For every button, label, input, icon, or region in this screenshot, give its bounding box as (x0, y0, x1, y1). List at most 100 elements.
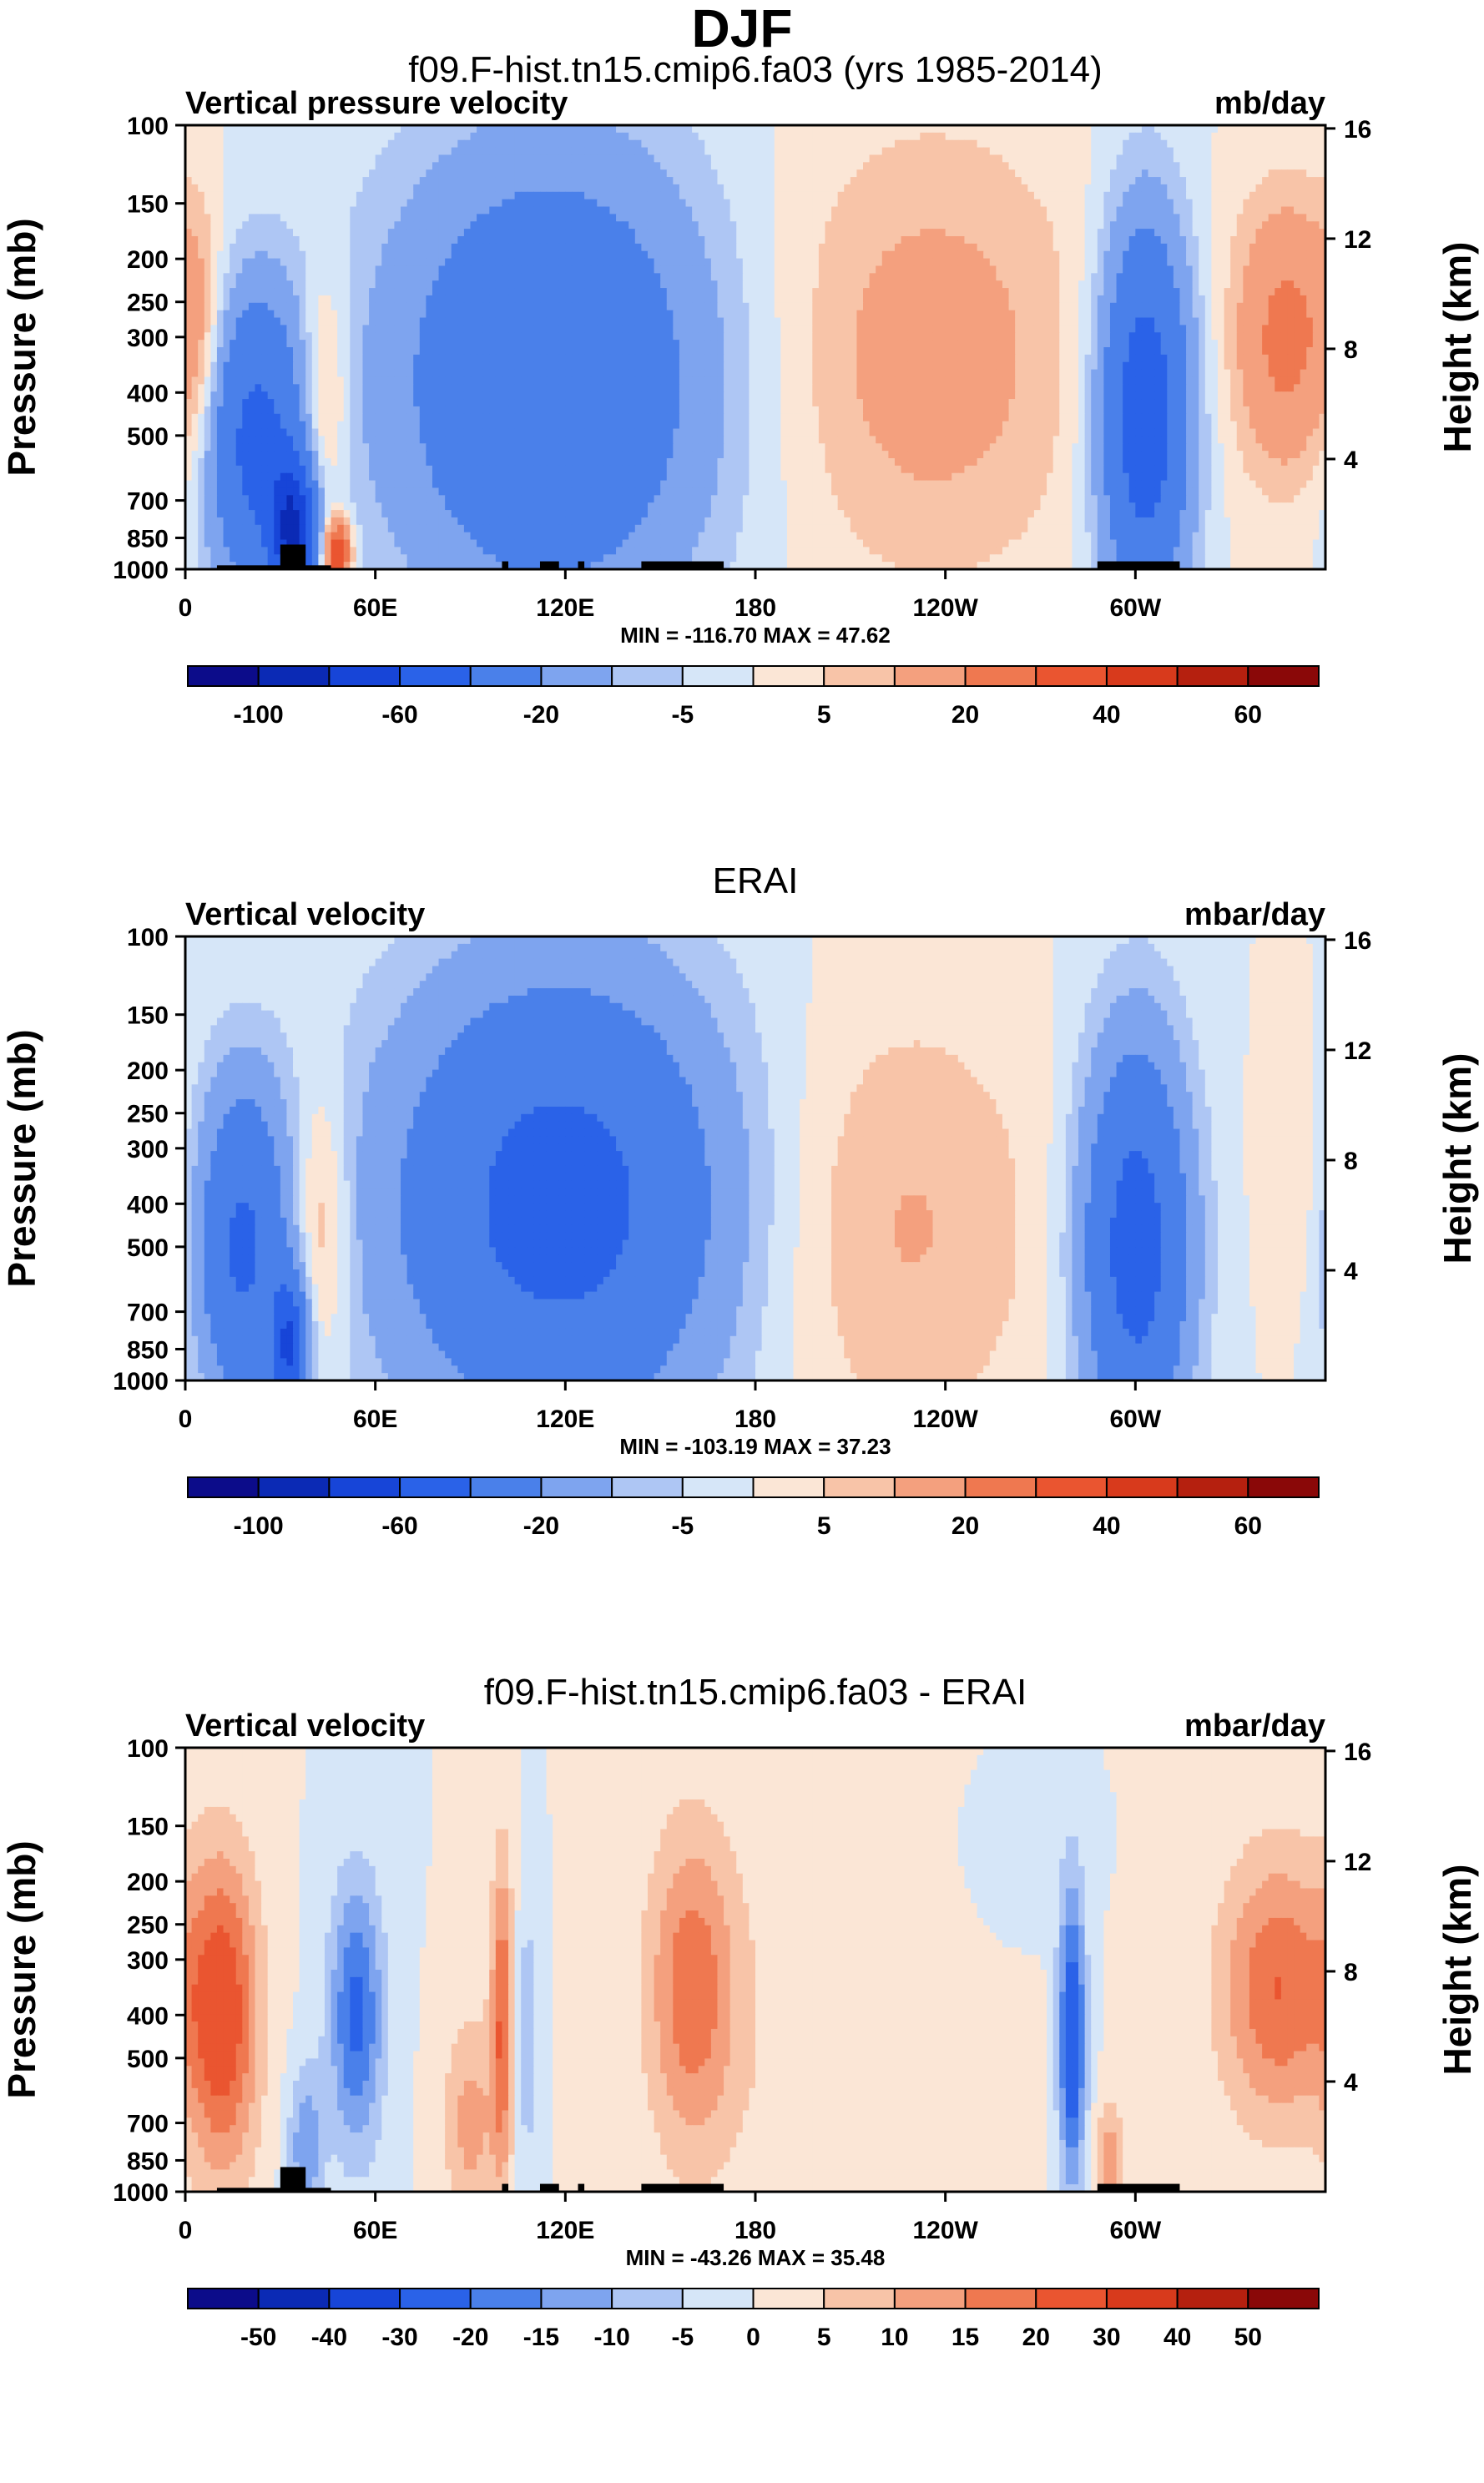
field-cell (1280, 221, 1289, 230)
field-cell (230, 325, 237, 333)
field-cell (375, 250, 382, 260)
field-cell (331, 229, 338, 237)
field-cell (825, 317, 832, 326)
field-cell (800, 310, 807, 319)
field-cell (413, 295, 421, 304)
field-cell (774, 177, 781, 185)
field-cell (470, 221, 477, 230)
field-cell (660, 125, 668, 134)
field-cell (628, 265, 636, 274)
field-cell (932, 169, 940, 178)
field-cell (1002, 310, 1010, 319)
field-cell (191, 221, 199, 230)
field-cell (1116, 199, 1123, 208)
field-cell (1243, 191, 1250, 200)
field-cell (1268, 154, 1275, 163)
field-cell (1084, 206, 1092, 214)
field-cell (1319, 295, 1326, 304)
field-cell (1148, 214, 1155, 222)
field-cell (1268, 147, 1275, 156)
field-cell (299, 288, 306, 296)
field-cell (445, 243, 452, 252)
field-cell (495, 162, 503, 170)
field-cell (780, 191, 788, 200)
field-cell (1103, 273, 1111, 281)
field-cell (901, 147, 908, 156)
field-cell (210, 221, 218, 230)
field-cell (945, 125, 952, 134)
field-cell (261, 229, 269, 237)
field-cell (571, 162, 579, 170)
field-cell (951, 250, 959, 260)
field-cell (749, 191, 756, 200)
field-cell (558, 265, 566, 274)
field-cell (584, 265, 592, 274)
field-cell (964, 280, 972, 289)
field-cell (1109, 280, 1118, 289)
field-cell (445, 250, 452, 260)
field-cell (1128, 243, 1136, 252)
field-cell (1021, 229, 1028, 237)
field-cell (989, 310, 997, 319)
field-cell (406, 206, 414, 214)
field-cell (546, 288, 553, 296)
field-cell (255, 206, 262, 214)
field-cell (945, 295, 952, 304)
field-cell (565, 132, 573, 141)
field-cell (1249, 184, 1257, 193)
field-cell (1033, 214, 1042, 222)
field-cell (514, 310, 522, 319)
field-cell (1123, 273, 1130, 281)
field-cell (945, 243, 952, 252)
field-cell (394, 236, 401, 245)
field-cell (1072, 243, 1079, 252)
field-cell (1211, 169, 1219, 178)
field-cell (654, 139, 661, 149)
field-cell (185, 265, 193, 274)
field-cell (571, 125, 579, 134)
field-cell (343, 125, 351, 134)
field-cell (571, 221, 579, 230)
field-cell (869, 236, 876, 245)
field-cell (805, 325, 813, 333)
field-cell (844, 229, 851, 237)
field-cell (1280, 214, 1289, 222)
field-cell (216, 177, 225, 185)
field-cell (463, 191, 472, 200)
field-cell (1199, 154, 1206, 163)
field-cell (553, 177, 560, 185)
field-cell (343, 310, 351, 319)
field-cell (724, 317, 731, 326)
field-cell (432, 317, 440, 326)
field-cell (470, 162, 477, 170)
field-cell (1199, 302, 1206, 311)
field-cell (191, 177, 199, 185)
field-cell (971, 295, 978, 304)
field-cell (578, 250, 585, 260)
field-cell (869, 169, 876, 178)
field-cell (482, 132, 490, 141)
field-cell (406, 236, 414, 245)
field-cell (1160, 317, 1168, 326)
field-cell (622, 288, 629, 296)
field-cell (1319, 147, 1326, 156)
field-cell (1287, 125, 1295, 134)
field-cell (837, 221, 845, 230)
field-cell (957, 288, 966, 296)
field-cell (261, 169, 269, 178)
field-cell (1204, 317, 1212, 326)
field-cell (755, 125, 763, 134)
field-cell (1186, 302, 1194, 311)
field-cell (710, 221, 719, 230)
field-cell (768, 154, 775, 163)
field-cell (242, 199, 250, 208)
field-cell (1154, 221, 1162, 230)
field-cell (324, 265, 332, 274)
field-cell (1230, 139, 1238, 149)
field-cell (628, 302, 636, 311)
field-cell (907, 132, 915, 141)
field-cell (362, 169, 370, 178)
field-cell (1262, 125, 1269, 134)
field-cell (1008, 280, 1016, 289)
field-cell (489, 125, 497, 134)
